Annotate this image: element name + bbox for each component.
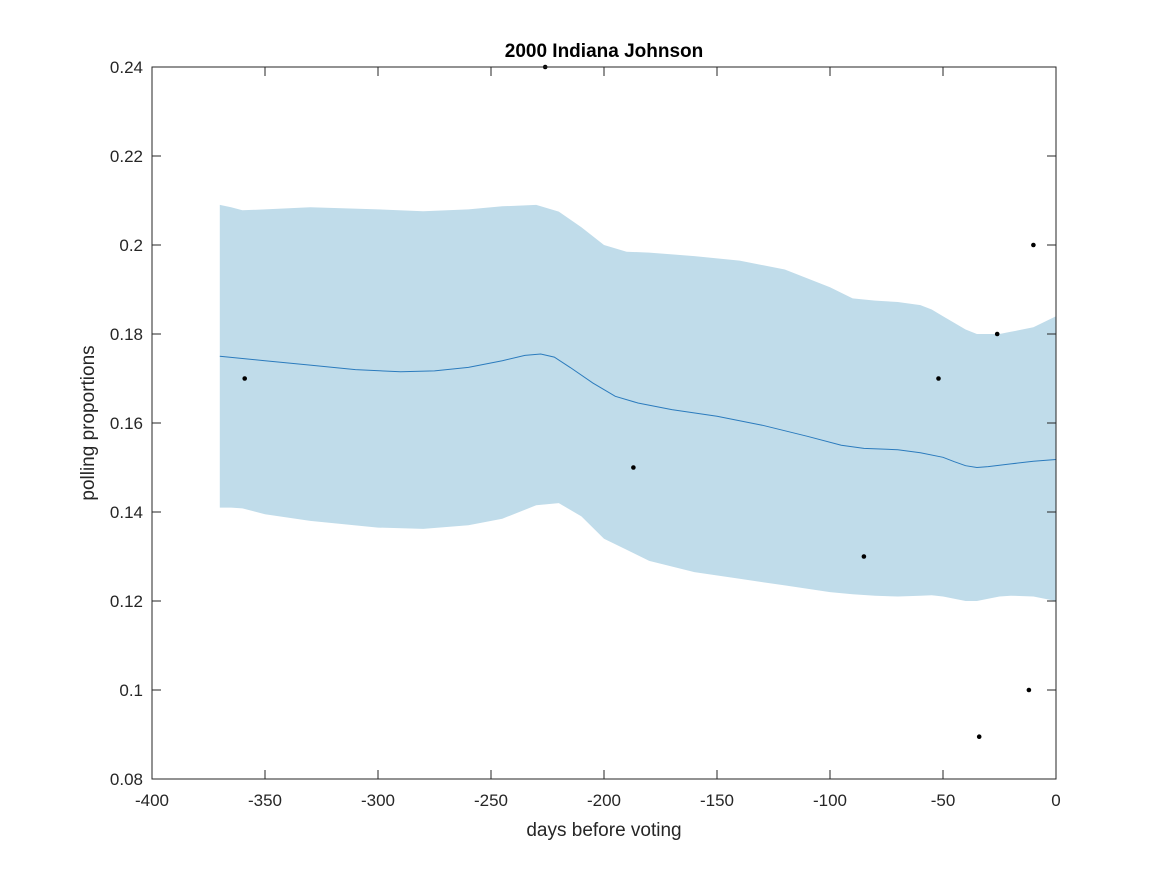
y-axis-title: polling proportions — [78, 345, 99, 500]
x-tick-label: 0 — [1051, 791, 1060, 810]
data-point — [242, 376, 247, 381]
x-tick-label: -50 — [931, 791, 956, 810]
data-point — [861, 554, 867, 559]
data-point — [631, 465, 636, 470]
x-axis-title: days before voting — [526, 820, 681, 841]
x-tick-label: -200 — [587, 791, 621, 810]
x-tick-label: -300 — [361, 791, 395, 810]
plot-area — [219, 64, 1057, 739]
trend-line — [219, 353, 1057, 469]
axes: -400 -350 -300 -250 -200 -150 -100 -50 0 0.08 0.1 0… — [110, 58, 1061, 810]
data-point — [1026, 687, 1032, 693]
x-tick-label: -350 — [248, 791, 282, 810]
data-point — [936, 376, 941, 381]
y-tick-label: 0.14 — [110, 503, 143, 522]
y-tick-label: 0.22 — [110, 147, 143, 166]
x-tick-label: -400 — [135, 791, 169, 810]
y-tick-label: 0.12 — [110, 592, 143, 611]
y-tick-label: 0.08 — [110, 770, 143, 789]
x-tick-label: -150 — [700, 791, 734, 810]
data-point — [994, 331, 1000, 337]
y-tick-label: 0.16 — [110, 414, 143, 433]
y-tick-label: 0.2 — [119, 236, 143, 255]
y-tick-label: 0.24 — [110, 58, 143, 77]
y-tick-label: 0.1 — [119, 681, 143, 700]
data-point — [976, 734, 982, 739]
y-tick-label: 0.18 — [110, 325, 143, 344]
data-point — [1031, 242, 1036, 248]
x-tick-label: -100 — [813, 791, 847, 810]
chart-title: 2000 Indiana Johnson — [505, 41, 704, 62]
x-tick-label: -250 — [474, 791, 508, 810]
